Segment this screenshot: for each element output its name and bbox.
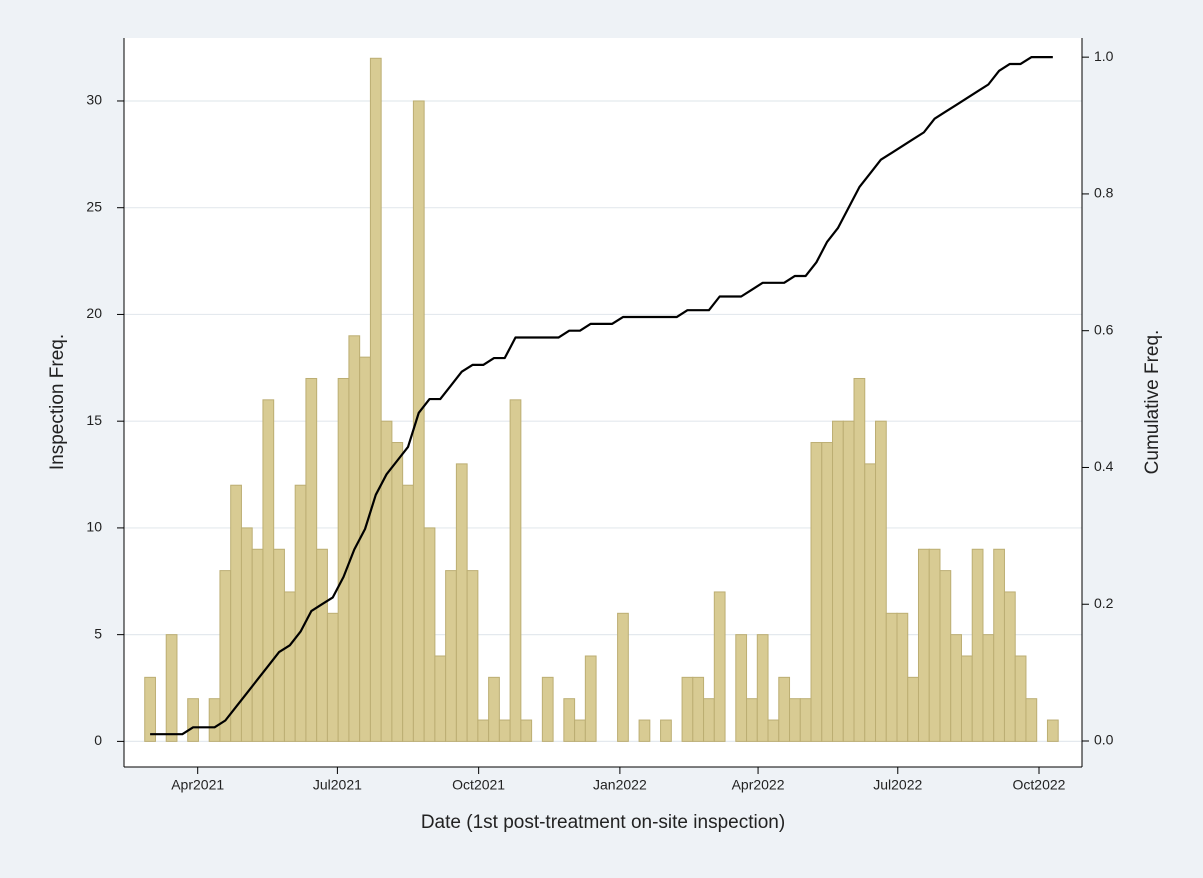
bar	[821, 442, 834, 742]
bar	[445, 570, 457, 742]
cumulative-line	[150, 56, 1053, 736]
bar	[402, 484, 414, 742]
bar	[509, 399, 522, 742]
y-tick-label: 10	[86, 519, 102, 535]
bar	[412, 100, 425, 742]
y-tick-label: 5	[94, 625, 102, 641]
bar	[262, 399, 275, 742]
bar	[713, 591, 726, 742]
bar	[208, 698, 221, 742]
x-tick-label: Jan2022	[593, 777, 647, 793]
bar	[520, 719, 533, 742]
bar	[391, 442, 404, 742]
bar	[971, 548, 984, 742]
bar	[789, 698, 801, 742]
bar	[778, 676, 791, 742]
bar	[875, 420, 887, 742]
bar	[907, 676, 919, 742]
bar	[853, 377, 866, 742]
bar	[993, 548, 1005, 742]
bar	[283, 591, 296, 742]
bar	[455, 463, 468, 742]
y2-tick-label: 0.4	[1094, 458, 1114, 474]
y-axis-title: Inspection Freq.	[47, 334, 68, 470]
x-tick-label: Oct2021	[452, 777, 505, 793]
bar	[703, 698, 715, 742]
bar	[928, 548, 941, 742]
bar	[896, 612, 909, 742]
y2-tick-label: 1.0	[1094, 48, 1114, 64]
bar	[917, 548, 930, 742]
bar	[348, 335, 361, 742]
bar	[982, 634, 995, 742]
bar	[832, 420, 844, 742]
bar	[563, 698, 576, 742]
bar	[842, 420, 855, 742]
bar	[960, 655, 973, 742]
bar	[746, 698, 758, 742]
y-tick-label: 15	[86, 412, 102, 428]
bar	[187, 698, 199, 742]
y2-tick-label: 0.6	[1094, 321, 1114, 337]
bar	[273, 548, 285, 742]
bar	[681, 676, 694, 742]
y2-axis-title: Cumulative Freq.	[1142, 330, 1163, 475]
x-tick-label: Oct2022	[1013, 777, 1066, 793]
bar	[326, 612, 339, 742]
bar	[1025, 698, 1038, 742]
bar	[316, 548, 328, 742]
bar	[294, 484, 307, 742]
x-axis-title: Date (1st post-treatment on-site inspect…	[421, 812, 785, 833]
bar	[359, 356, 371, 742]
bar	[337, 377, 350, 742]
bar	[240, 527, 253, 742]
bar	[756, 634, 769, 742]
x-tick-label: Apr2022	[732, 777, 785, 793]
bar	[617, 612, 629, 742]
bar	[584, 655, 597, 742]
y-tick-label: 30	[86, 92, 102, 108]
bar	[305, 377, 318, 742]
bar	[660, 719, 672, 742]
bar	[1046, 719, 1059, 742]
y2-tick-label: 0.0	[1094, 732, 1114, 748]
bar	[939, 570, 952, 742]
y2-tick-label: 0.2	[1094, 595, 1114, 611]
bar	[885, 612, 898, 742]
bar	[864, 463, 877, 742]
axes: 0 5 10 15 20 25 30 0.0 0.2 0.4 0.6 0.8 1.0 Apr2021 Jul…	[86, 38, 1114, 793]
bar	[498, 719, 511, 742]
bar	[692, 676, 705, 742]
bar	[165, 634, 178, 742]
bar	[767, 719, 780, 742]
y-tick-label: 20	[86, 305, 102, 321]
bar	[950, 634, 962, 742]
bar	[638, 719, 651, 742]
marks	[144, 56, 1059, 742]
bar	[477, 719, 490, 742]
bar	[369, 57, 382, 742]
bar	[1014, 655, 1027, 742]
y-tick-label: 25	[86, 198, 102, 214]
bar	[541, 676, 554, 742]
bar	[251, 548, 264, 742]
bar	[810, 442, 823, 742]
bar	[434, 655, 447, 742]
bar	[488, 676, 500, 742]
bar	[466, 570, 479, 742]
x-tick-label: Jul2021	[313, 777, 362, 793]
bar	[574, 719, 586, 742]
y2-tick-label: 0.8	[1094, 185, 1114, 201]
bar	[1003, 591, 1016, 742]
bar	[735, 634, 748, 742]
y-tick-label: 0	[94, 732, 102, 748]
bar	[144, 676, 156, 742]
x-tick-label: Apr2021	[171, 777, 224, 793]
bar	[799, 698, 812, 742]
bar	[423, 527, 436, 742]
x-tick-label: Jul2022	[873, 777, 922, 793]
